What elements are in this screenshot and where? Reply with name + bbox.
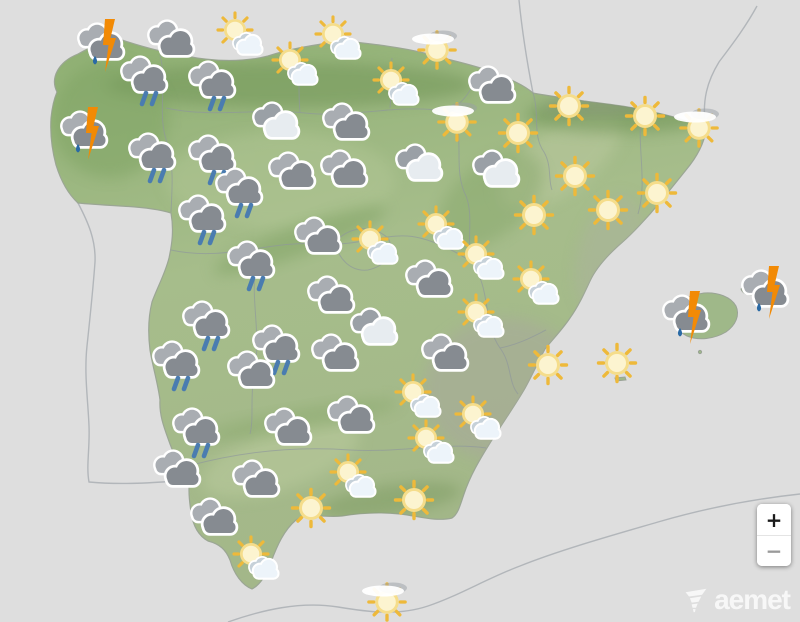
balearic-islands (605, 282, 767, 382)
zoom-in-button[interactable]: + (757, 504, 791, 535)
map-zoom-control: + − (757, 504, 791, 566)
neighbour-coastlines (77, 0, 800, 622)
zoom-out-button[interactable]: − (757, 535, 791, 566)
spain-mainland (50, 39, 707, 590)
